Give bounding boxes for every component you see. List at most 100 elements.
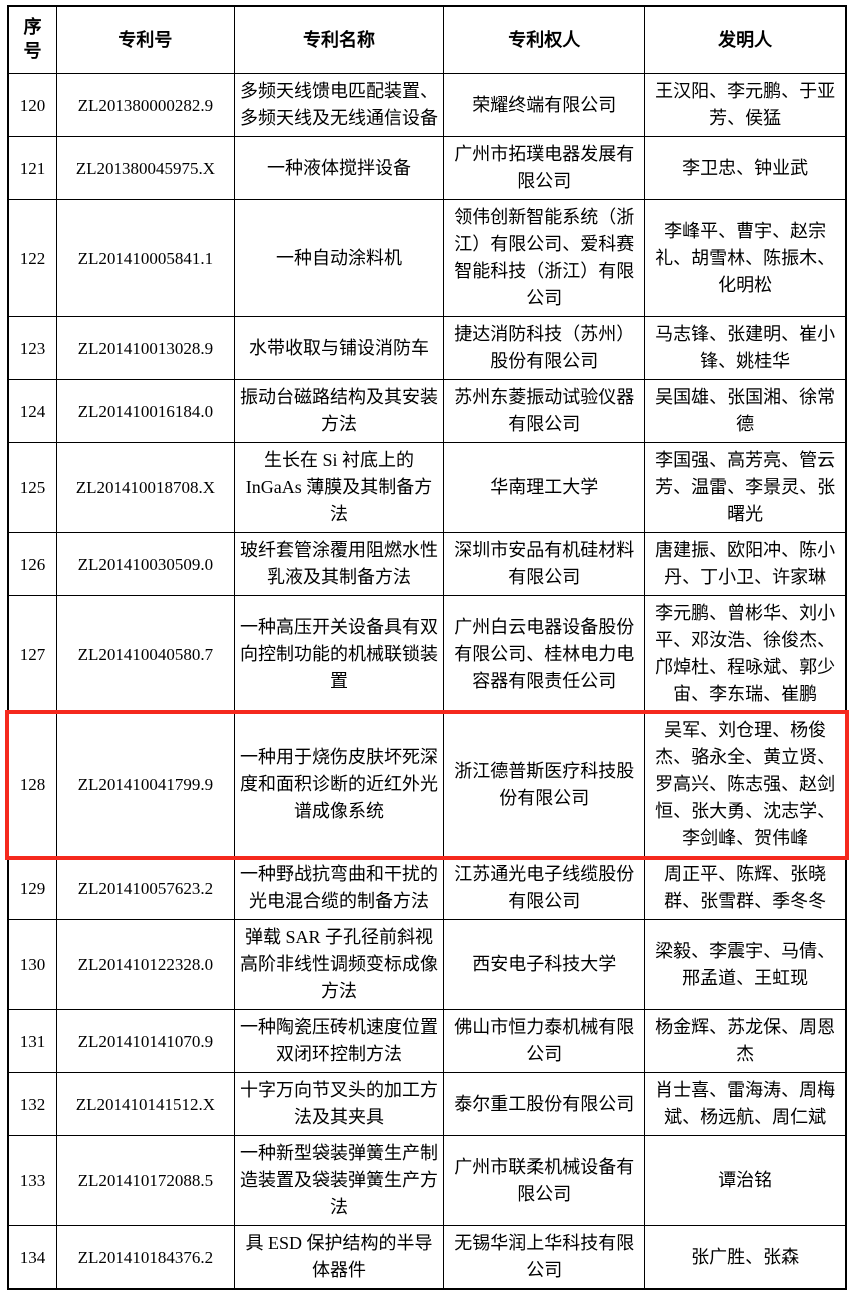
cell-patent-title: 一种野战抗弯曲和干扰的光电混合缆的制备方法 xyxy=(233,856,445,920)
cell-seq: 126 xyxy=(7,532,58,596)
cell-patent-title: 弹载 SAR 子孔径前斜视高阶非线性调频变标成像方法 xyxy=(233,919,445,1010)
table-row: 124 ZL201410016184.0 振动台磁路结构及其安装方法 苏州东菱振… xyxy=(7,379,847,443)
cell-assignee: 广州市联柔机械设备有限公司 xyxy=(443,1135,646,1226)
cell-patent-number: ZL201410184376.2 xyxy=(56,1225,235,1290)
cell-patent-title: 振动台磁路结构及其安装方法 xyxy=(233,379,445,443)
table-row: 126 ZL201410030509.0 玻纤套管涂覆用阻燃水性乳液及其制备方法… xyxy=(7,532,847,596)
cell-patent-number: ZL201410041799.9 xyxy=(56,712,235,857)
cell-inventors: 谭治铭 xyxy=(644,1135,847,1226)
table-row: 127 ZL201410040580.7 一种高压开关设备具有双向控制功能的机械… xyxy=(7,595,847,713)
table-row: 122 ZL201410005841.1 一种自动涂料机 领伟创新智能系统（浙江… xyxy=(7,199,847,317)
cell-assignee: 捷达消防科技（苏州）股份有限公司 xyxy=(443,316,646,380)
cell-inventors: 王汉阳、李元鹏、于亚芳、侯猛 xyxy=(644,73,847,137)
cell-assignee: 浙江德普斯医疗科技股份有限公司 xyxy=(443,712,646,857)
cell-assignee: 华南理工大学 xyxy=(443,442,646,533)
cell-patent-number: ZL201410030509.0 xyxy=(56,532,235,596)
cell-assignee: 广州白云电器设备股份有限公司、桂林电力电容器有限责任公司 xyxy=(443,595,646,713)
cell-assignee: 泰尔重工股份有限公司 xyxy=(443,1072,646,1136)
cell-patent-number: ZL201410016184.0 xyxy=(56,379,235,443)
header-seq: 序号 xyxy=(7,5,58,74)
cell-patent-title: 一种新型袋装弹簧生产制造装置及袋装弹簧生产方法 xyxy=(233,1135,445,1226)
cell-seq: 128 xyxy=(7,712,58,857)
table-row: 123 ZL201410013028.9 水带收取与铺设消防车 捷达消防科技（苏… xyxy=(7,316,847,380)
cell-seq: 134 xyxy=(7,1225,58,1290)
cell-inventors: 李峰平、曹宇、赵宗礼、胡雪林、陈振木、化明松 xyxy=(644,199,847,317)
header-inventors: 发明人 xyxy=(644,5,847,74)
table-row: 134 ZL201410184376.2 具 ESD 保护结构的半导体器件 无锡… xyxy=(7,1225,847,1290)
table-row: 131 ZL201410141070.9 一种陶瓷压砖机速度位置双闭环控制方法 … xyxy=(7,1009,847,1073)
patent-table: 序号 专利号 专利名称 专利权人 发明人 120 ZL201380000282.… xyxy=(5,5,849,1290)
cell-patent-title: 一种自动涂料机 xyxy=(233,199,445,317)
cell-seq: 121 xyxy=(7,136,58,200)
cell-patent-number: ZL201380000282.9 xyxy=(56,73,235,137)
table-row: 121 ZL201380045975.X 一种液体搅拌设备 广州市拓璞电器发展有… xyxy=(7,136,847,200)
cell-assignee: 江苏通光电子线缆股份有限公司 xyxy=(443,856,646,920)
table-row: 130 ZL201410122328.0 弹载 SAR 子孔径前斜视高阶非线性调… xyxy=(7,919,847,1010)
cell-patent-number: ZL201410005841.1 xyxy=(56,199,235,317)
cell-seq: 120 xyxy=(7,73,58,137)
cell-seq: 125 xyxy=(7,442,58,533)
cell-assignee: 苏州东菱振动试验仪器有限公司 xyxy=(443,379,646,443)
cell-patent-title: 十字万向节叉头的加工方法及其夹具 xyxy=(233,1072,445,1136)
cell-seq: 123 xyxy=(7,316,58,380)
header-seq-label: 序号 xyxy=(23,17,42,61)
cell-inventors: 李国强、高芳亮、管云芳、温雷、李景灵、张曙光 xyxy=(644,442,847,533)
header-assignee: 专利权人 xyxy=(443,5,646,74)
table-row: 120 ZL201380000282.9 多频天线馈电匹配装置、多频天线及无线通… xyxy=(7,73,847,137)
cell-assignee: 无锡华润上华科技有限公司 xyxy=(443,1225,646,1290)
cell-inventors: 张广胜、张森 xyxy=(644,1225,847,1290)
table-body: 120 ZL201380000282.9 多频天线馈电匹配装置、多频天线及无线通… xyxy=(5,73,849,1290)
cell-patent-number: ZL201410040580.7 xyxy=(56,595,235,713)
cell-seq: 133 xyxy=(7,1135,58,1226)
table-row: 129 ZL201410057623.2 一种野战抗弯曲和干扰的光电混合缆的制备… xyxy=(7,856,847,920)
cell-seq: 131 xyxy=(7,1009,58,1073)
cell-patent-title: 生长在 Si 衬底上的 InGaAs 薄膜及其制备方法 xyxy=(233,442,445,533)
cell-patent-title: 多频天线馈电匹配装置、多频天线及无线通信设备 xyxy=(233,73,445,137)
cell-assignee: 西安电子科技大学 xyxy=(443,919,646,1010)
cell-seq: 127 xyxy=(7,595,58,713)
table-row: 125 ZL201410018708.X 生长在 Si 衬底上的 InGaAs … xyxy=(7,442,847,533)
cell-patent-title: 玻纤套管涂覆用阻燃水性乳液及其制备方法 xyxy=(233,532,445,596)
cell-inventors: 吴国雄、张国湘、徐常德 xyxy=(644,379,847,443)
table-row: 132 ZL201410141512.X 十字万向节叉头的加工方法及其夹具 泰尔… xyxy=(7,1072,847,1136)
cell-patent-title: 一种液体搅拌设备 xyxy=(233,136,445,200)
table-row: 133 ZL201410172088.5 一种新型袋装弹簧生产制造装置及袋装弹簧… xyxy=(7,1135,847,1226)
cell-patent-title: 一种高压开关设备具有双向控制功能的机械联锁装置 xyxy=(233,595,445,713)
cell-patent-title: 一种陶瓷压砖机速度位置双闭环控制方法 xyxy=(233,1009,445,1073)
cell-inventors: 梁毅、李震宇、马倩、邢孟道、王虹现 xyxy=(644,919,847,1010)
cell-seq: 124 xyxy=(7,379,58,443)
cell-inventors: 李元鹏、曾彬华、刘小平、邓汝浩、徐俊杰、邝焯杜、程咏斌、郭少宙、李东瑞、崔鹏 xyxy=(644,595,847,713)
cell-patent-number: ZL201410141512.X xyxy=(56,1072,235,1136)
cell-assignee: 深圳市安品有机硅材料有限公司 xyxy=(443,532,646,596)
cell-patent-number: ZL201410172088.5 xyxy=(56,1135,235,1226)
cell-patent-number: ZL201410122328.0 xyxy=(56,919,235,1010)
cell-inventors: 李卫忠、钟业武 xyxy=(644,136,847,200)
cell-patent-title: 一种用于烧伤皮肤坏死深度和面积诊断的近红外光谱成像系统 xyxy=(233,712,445,857)
cell-seq: 129 xyxy=(7,856,58,920)
cell-patent-number: ZL201410057623.2 xyxy=(56,856,235,920)
cell-inventors: 周正平、陈辉、张晓群、张雪群、季冬冬 xyxy=(644,856,847,920)
cell-inventors: 唐建振、欧阳冲、陈小丹、丁小卫、许家琳 xyxy=(644,532,847,596)
cell-seq: 132 xyxy=(7,1072,58,1136)
cell-patent-number: ZL201410018708.X xyxy=(56,442,235,533)
cell-seq: 122 xyxy=(7,199,58,317)
cell-assignee: 领伟创新智能系统（浙江）有限公司、爱科赛智能科技（浙江）有限公司 xyxy=(443,199,646,317)
header-patent-title: 专利名称 xyxy=(233,5,445,74)
cell-assignee: 荣耀终端有限公司 xyxy=(443,73,646,137)
cell-inventors: 吴军、刘仓理、杨俊杰、骆永全、黄立贤、罗高兴、陈志强、赵剑恒、张大勇、沈志学、李… xyxy=(644,712,847,857)
header-row: 序号 专利号 专利名称 专利权人 发明人 xyxy=(7,5,847,74)
table-row: 128 ZL201410041799.9 一种用于烧伤皮肤坏死深度和面积诊断的近… xyxy=(5,709,849,860)
cell-patent-title: 水带收取与铺设消防车 xyxy=(233,316,445,380)
cell-inventors: 杨金辉、苏龙保、周恩杰 xyxy=(644,1009,847,1073)
cell-patent-number: ZL201410141070.9 xyxy=(56,1009,235,1073)
cell-inventors: 马志锋、张建明、崔小锋、姚桂华 xyxy=(644,316,847,380)
cell-assignee: 广州市拓璞电器发展有限公司 xyxy=(443,136,646,200)
cell-patent-number: ZL201410013028.9 xyxy=(56,316,235,380)
cell-inventors: 肖士喜、雷海涛、周梅斌、杨远航、周仁斌 xyxy=(644,1072,847,1136)
cell-patent-number: ZL201380045975.X xyxy=(56,136,235,200)
cell-assignee: 佛山市恒力泰机械有限公司 xyxy=(443,1009,646,1073)
cell-patent-title: 具 ESD 保护结构的半导体器件 xyxy=(233,1225,445,1290)
cell-seq: 130 xyxy=(7,919,58,1010)
header-patent-number: 专利号 xyxy=(56,5,235,74)
